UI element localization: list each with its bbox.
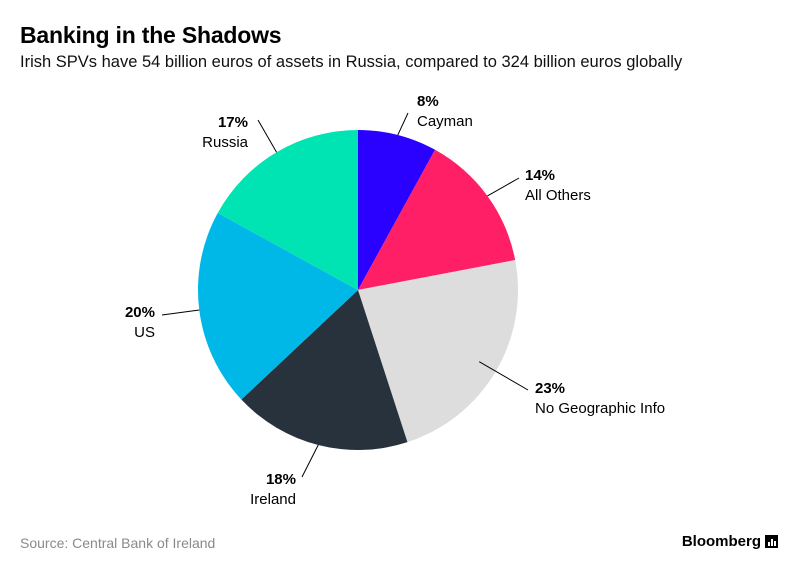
slice-percent-label: 8%	[417, 93, 439, 110]
leader-line	[161, 309, 200, 316]
pie-slice-russia	[217, 130, 358, 290]
slice-percent-label: 23%	[535, 380, 565, 397]
slice-category-label: No Geographic Info	[535, 400, 665, 417]
leader-line	[301, 444, 319, 478]
chart-title: Banking in the Shadows	[20, 22, 282, 48]
slice-category-label: Ireland	[250, 491, 296, 508]
slice-category-label: Russia	[202, 134, 249, 151]
slice-percent-label: 20%	[125, 304, 155, 321]
pie-slice-no-geographic-info	[358, 260, 518, 443]
slice-percent-label: 17%	[218, 114, 248, 131]
pie-labels: 8% Cayman 14% All Others 23% No Geographic In…	[125, 93, 665, 508]
pie-slice-all-others	[358, 149, 516, 290]
slice-category-label: Cayman	[417, 113, 473, 130]
pie-slice-us	[198, 212, 358, 400]
bloomberg-chart-icon	[765, 535, 778, 548]
slice-category-label: All Others	[525, 187, 591, 204]
brand-name: Bloomberg	[681, 533, 761, 550]
leader-line	[487, 177, 520, 197]
slice-percent-label: 14%	[525, 167, 555, 184]
source-note: Source: Central Bank of Ireland	[20, 535, 216, 551]
leader-line	[257, 119, 277, 153]
leader-line	[478, 361, 529, 391]
slice-percent-label: 18%	[266, 471, 296, 488]
pie-slice-cayman	[358, 130, 436, 290]
pie-slice-ireland	[241, 290, 408, 450]
slice-category-label: US	[134, 324, 155, 341]
bloomberg-logo: Bloomberg	[682, 533, 778, 550]
pie-slices	[198, 130, 518, 450]
leader-line	[397, 112, 409, 136]
chart-subtitle: Irish SPVs have 54 billion euros of asse…	[20, 53, 683, 71]
